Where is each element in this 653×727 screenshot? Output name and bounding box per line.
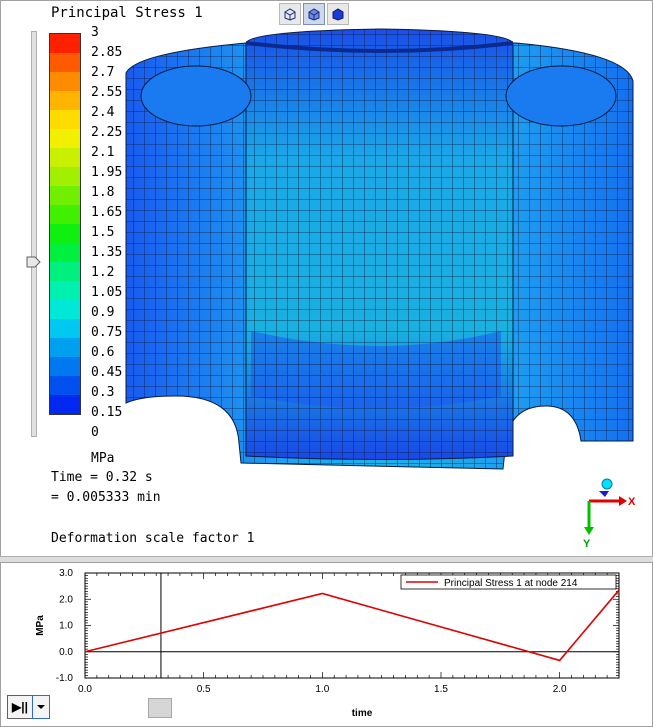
history-plot[interactable]: 3.0 2.0 1.0 0.0 -1.0 0.0 0.5 1.0 1.5 2.0 time MPa Pr…	[1, 563, 652, 726]
legend-label: 2.55	[91, 85, 123, 100]
legend-label: 0.3	[91, 385, 115, 400]
legend-swatch	[50, 148, 80, 167]
z-axis-marker	[601, 478, 613, 490]
legend-label: 1.35	[91, 245, 123, 260]
x-tick-label: 2.0	[553, 684, 567, 695]
legend-range-slider[interactable]	[31, 31, 37, 437]
legend-swatch	[50, 376, 80, 395]
legend-swatch	[50, 186, 80, 205]
color-legend	[49, 33, 81, 415]
legend-swatch	[50, 281, 80, 300]
legend-label: 2.85	[91, 45, 123, 60]
y-axis-label: Y	[583, 538, 591, 550]
legend-swatch	[50, 53, 80, 72]
legend-label: 0	[91, 425, 99, 440]
y-tick-label: 0.0	[59, 647, 73, 658]
x-tick-label: 0.0	[78, 684, 92, 695]
legend-label: 0.6	[91, 345, 115, 360]
legend-label: 0.75	[91, 325, 123, 340]
shaded-cube-icon[interactable]	[303, 3, 325, 25]
legend-label: 2.4	[91, 105, 115, 120]
legend-swatch	[50, 205, 80, 224]
legend-swatch	[50, 129, 80, 148]
legend-entry: Principal Stress 1 at node 214	[444, 578, 578, 589]
legend-swatch	[50, 91, 80, 110]
legend-label: 2.1	[91, 145, 115, 160]
x-tick-label: 0.5	[197, 684, 211, 695]
orientation-triad: X Y	[583, 478, 636, 550]
view-mode-toolbar	[279, 3, 349, 25]
legend-label: 0.15	[91, 405, 123, 420]
legend-label: 0.45	[91, 365, 123, 380]
legend-swatch	[50, 338, 80, 357]
legend-label: 1.8	[91, 185, 115, 200]
play-options-dropdown[interactable]	[32, 695, 50, 719]
time-scroll-thumb[interactable]	[148, 698, 172, 718]
chevron-down-icon	[37, 705, 45, 709]
y-arrowhead-icon	[584, 527, 594, 535]
y-tick-label: 3.0	[59, 568, 73, 579]
x-tick-label: 1.5	[434, 684, 448, 695]
legend-label: 1.65	[91, 205, 123, 220]
triad-origin	[599, 491, 609, 497]
legend-label: 1.2	[91, 265, 115, 280]
legend-label: 1.5	[91, 225, 115, 240]
legend-swatch	[50, 167, 80, 186]
legend-swatch	[50, 262, 80, 281]
legend-label: 0.9	[91, 305, 115, 320]
legend-unit: MPa	[91, 451, 115, 466]
fem-model-render[interactable]	[1, 1, 652, 556]
legend-label: 3	[91, 25, 99, 40]
play-pause-button[interactable]: ▶||	[7, 695, 33, 719]
top-rim	[245, 41, 514, 53]
x-arrowhead-icon	[619, 496, 627, 506]
legend-swatch	[50, 395, 80, 414]
plot-area	[84, 572, 620, 679]
y-tick-label: -1.0	[56, 673, 74, 684]
legend-swatch	[50, 319, 80, 338]
legend-swatch	[50, 224, 80, 243]
legend-swatch	[50, 110, 80, 129]
y-tick-label: 1.0	[59, 621, 73, 632]
x-axis-label: X	[628, 496, 636, 508]
legend-swatch	[50, 34, 80, 53]
result-title: Principal Stress 1	[51, 5, 203, 21]
deformation-scale-label: Deformation scale factor 1	[51, 531, 255, 546]
legend-swatch	[50, 357, 80, 376]
y-axis-title: MPa	[35, 615, 46, 636]
solid-cube-icon[interactable]	[327, 3, 349, 25]
history-plot-panel: 3.0 2.0 1.0 0.0 -1.0 0.0 0.5 1.0 1.5 2.0 time MPa Pr…	[0, 562, 653, 727]
slider-thumb-icon[interactable]	[26, 255, 42, 269]
x-axis-title: time	[352, 708, 373, 719]
legend-label: 2.7	[91, 65, 115, 80]
plot-legend-box	[400, 574, 617, 590]
lower-band-mesh	[251, 331, 501, 409]
left-pocket	[140, 65, 252, 127]
legend-label: 1.95	[91, 165, 123, 180]
time-readout-seconds: Time = 0.32 s	[51, 470, 153, 485]
legend-swatch	[50, 243, 80, 262]
legend-labels: 3 2.85 2.7 2.55 2.4 2.25 2.1 1.95 1.8 1.65 1.5 1.35…	[91, 25, 122, 445]
x-tick-label: 1.0	[315, 684, 329, 695]
model-viewport[interactable]: Principal Stress 1 3 2.85 2.7 2.55 2.4 2.25 2.…	[0, 0, 653, 557]
time-readout-minutes: = 0.005333 min	[51, 490, 161, 505]
legend-swatch	[50, 300, 80, 319]
y-tick-label: 2.0	[59, 594, 73, 605]
legend-label: 2.25	[91, 125, 123, 140]
wireframe-cube-icon[interactable]	[279, 3, 301, 25]
legend-label: 1.05	[91, 285, 123, 300]
right-pocket	[505, 65, 617, 127]
legend-swatch	[50, 72, 80, 91]
series-line	[84, 589, 620, 662]
